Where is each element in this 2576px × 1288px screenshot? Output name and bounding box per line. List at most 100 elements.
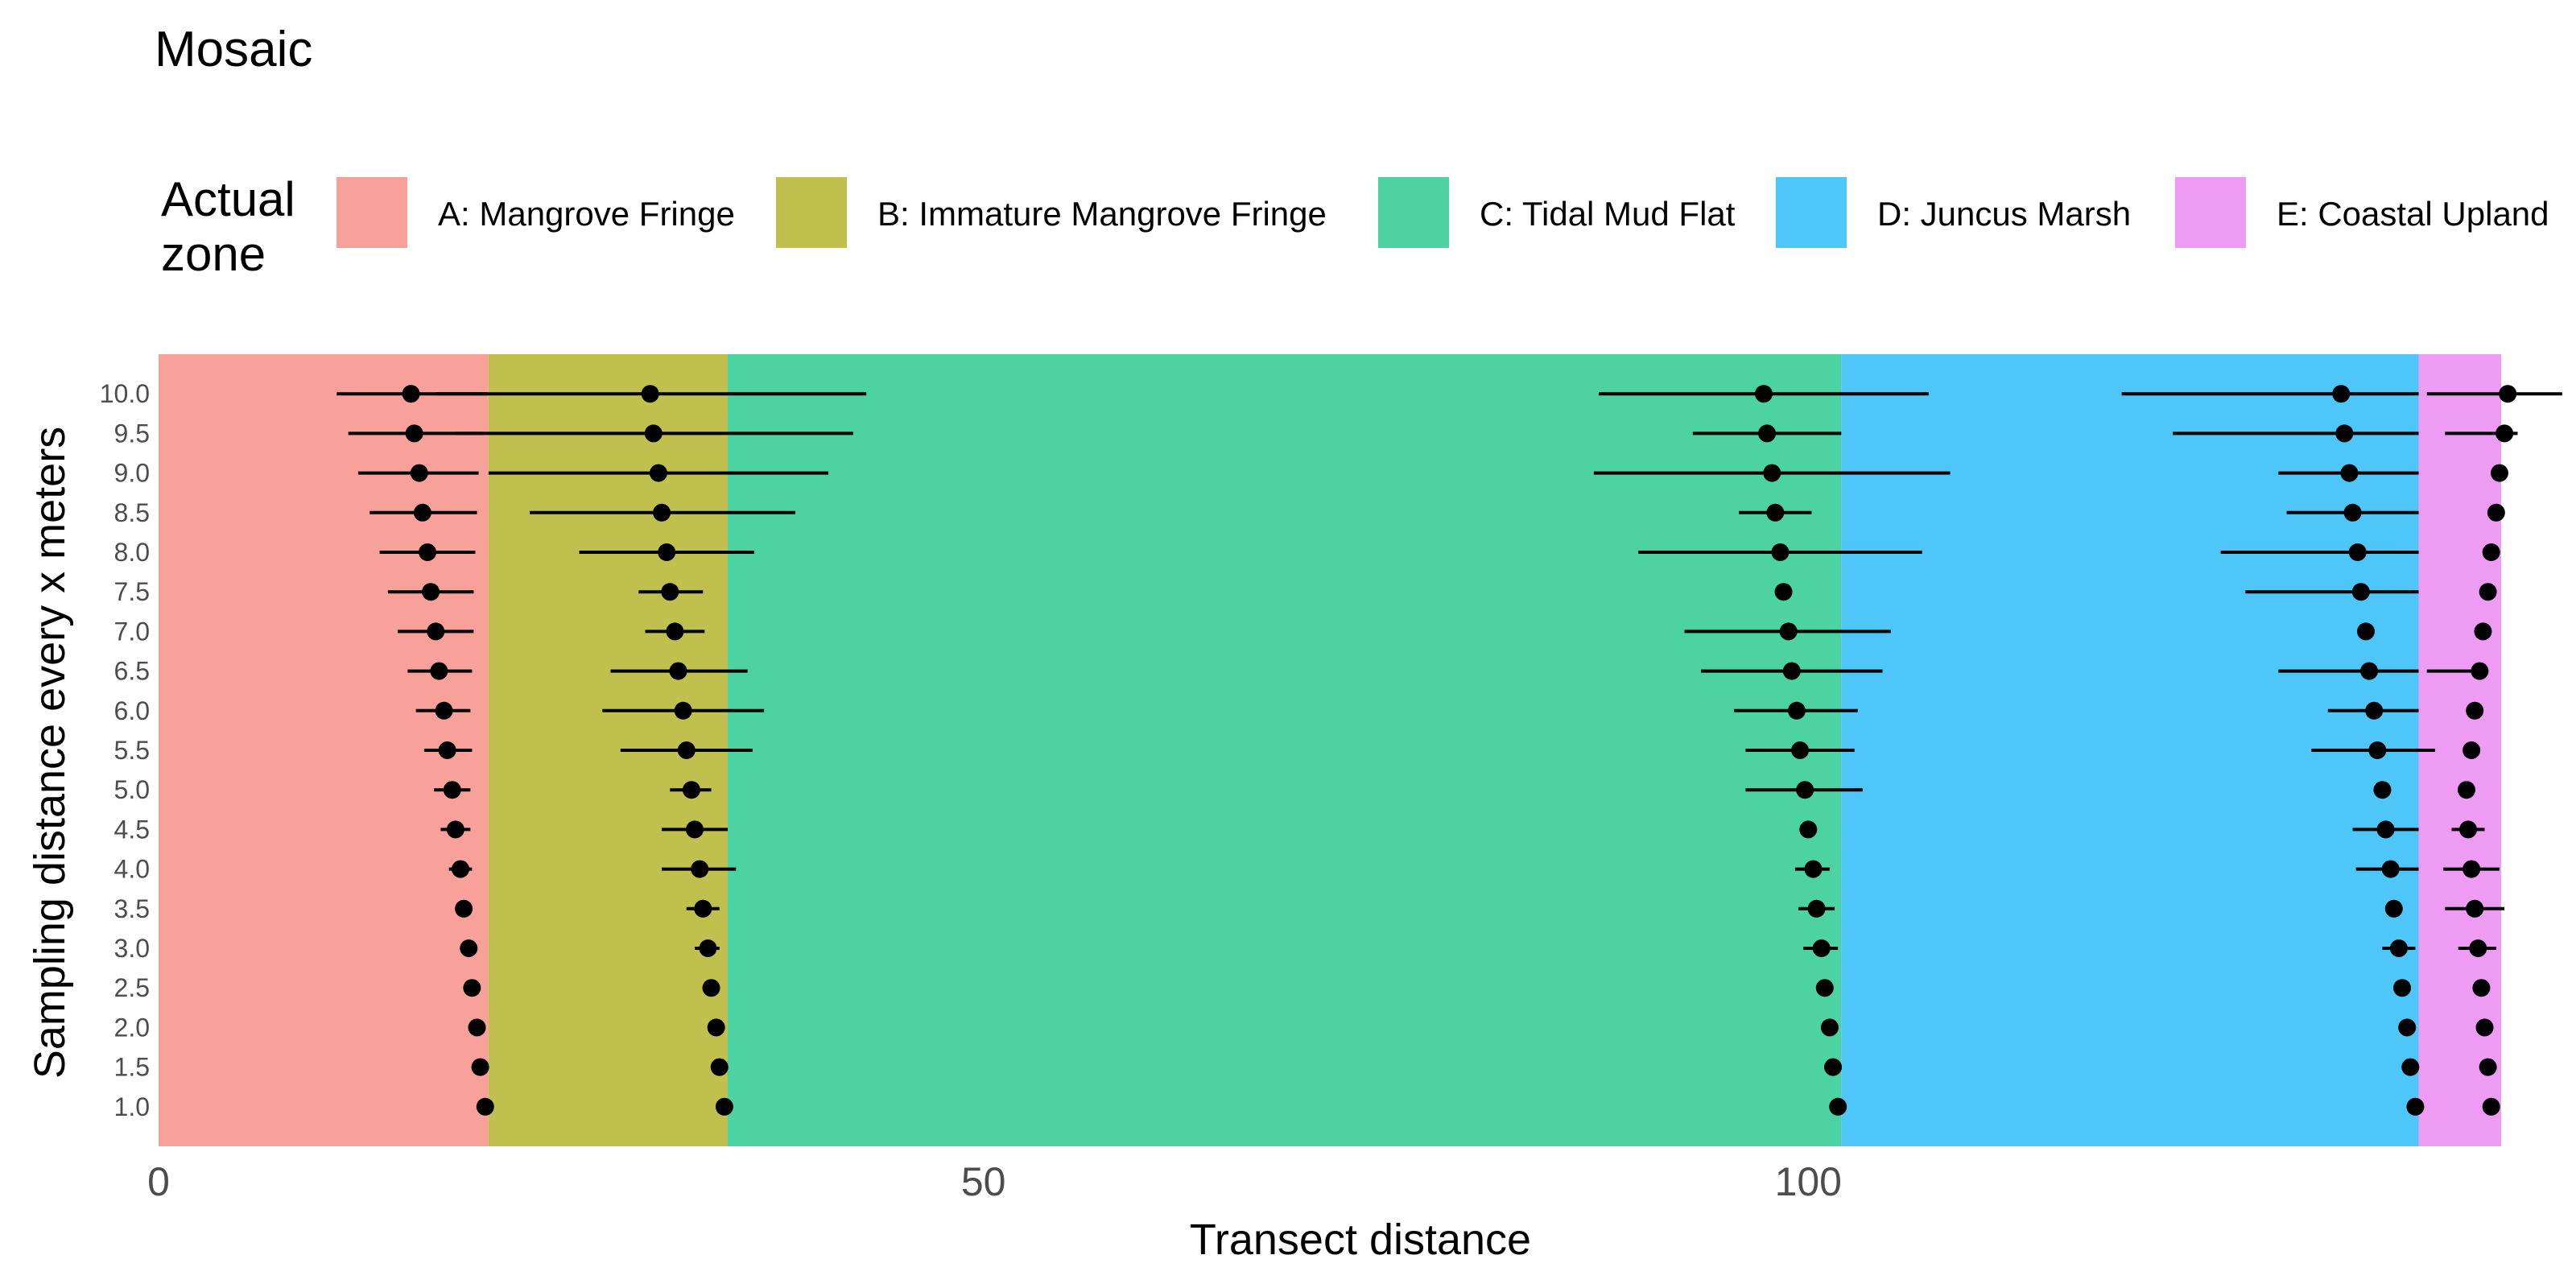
- y-tick-label: 3.5: [114, 894, 150, 923]
- data-point: [2466, 899, 2484, 918]
- legend-key-d: [1776, 177, 1847, 248]
- data-point: [658, 543, 676, 561]
- data-point: [476, 1097, 494, 1116]
- data-point: [1820, 1018, 1839, 1037]
- data-point: [2368, 741, 2387, 759]
- data-point: [644, 424, 663, 443]
- data-point: [2343, 503, 2362, 522]
- x-tick-label: 50: [961, 1159, 1006, 1204]
- data-point: [2462, 860, 2481, 878]
- data-point: [666, 622, 684, 641]
- data-point: [2462, 741, 2481, 759]
- data-point: [686, 820, 704, 839]
- data-point: [446, 820, 464, 839]
- data-point: [468, 1018, 486, 1037]
- x-tick-label: 0: [147, 1159, 170, 1204]
- y-tick-label: 4.5: [114, 815, 150, 844]
- legend-key-e: [2175, 177, 2246, 248]
- data-point: [702, 979, 720, 997]
- data-point: [2373, 781, 2392, 799]
- data-point: [413, 503, 431, 522]
- y-tick-label: 4.0: [114, 855, 150, 884]
- data-point: [2393, 979, 2412, 997]
- legend-key-c: [1378, 177, 1449, 248]
- data-point: [1763, 464, 1781, 482]
- data-point: [649, 464, 667, 482]
- data-point: [2332, 385, 2351, 403]
- data-point: [653, 503, 671, 522]
- y-axis-label: Sampling distance every x meters: [26, 427, 74, 1079]
- data-point: [2475, 1018, 2494, 1037]
- x-axis-label: Transect distance: [1190, 1216, 1531, 1264]
- y-tick-label: 8.5: [114, 498, 150, 527]
- data-point: [1779, 622, 1798, 641]
- data-point: [1796, 781, 1814, 799]
- legend-label: A: Mangrove Fringe: [438, 195, 735, 233]
- legend-label: E: Coastal Upland: [2277, 195, 2549, 233]
- data-point: [694, 899, 712, 918]
- data-point: [430, 662, 448, 680]
- data-point: [677, 741, 696, 759]
- data-point: [427, 622, 445, 641]
- data-point: [1791, 741, 1810, 759]
- data-point: [2356, 622, 2375, 641]
- legend-title: Actual zone: [161, 172, 295, 281]
- y-tick-label: 5.5: [114, 736, 150, 765]
- data-point: [2499, 385, 2517, 403]
- data-point: [2406, 1097, 2425, 1116]
- x-tick-label: 100: [1775, 1159, 1842, 1204]
- y-tick-label: 9.0: [114, 459, 150, 488]
- y-tick-label: 5.0: [114, 775, 150, 804]
- zone-band-c: [728, 354, 1842, 1146]
- data-point: [460, 939, 478, 957]
- data-point: [2376, 820, 2395, 839]
- legend-label: C: Tidal Mud Flat: [1480, 195, 1736, 233]
- data-point: [2381, 860, 2400, 878]
- data-point: [2340, 464, 2359, 482]
- data-point: [641, 385, 659, 403]
- data-point: [2479, 1058, 2497, 1076]
- x-axis-ticks: 0 50 100: [147, 1159, 1842, 1204]
- legend-key-a: [336, 177, 407, 248]
- data-point: [2490, 464, 2508, 482]
- data-point: [2365, 701, 2384, 720]
- y-axis-ticks: 1.0 1.5 2.0 2.5 3.0 3.5 4.0 4.5 5.0 5.5 6.0 6.5 7.0 7…: [100, 379, 150, 1121]
- data-point: [710, 1058, 729, 1076]
- data-point: [2457, 781, 2475, 799]
- legend-label: D: Juncus Marsh: [1877, 195, 2131, 233]
- y-tick-label: 8.0: [114, 538, 150, 567]
- y-tick-label: 9.5: [114, 419, 150, 448]
- data-point: [419, 543, 437, 561]
- data-point: [452, 860, 470, 878]
- data-point: [1807, 899, 1826, 918]
- data-point: [471, 1058, 489, 1076]
- data-point: [1804, 860, 1823, 878]
- data-point: [422, 583, 440, 601]
- y-tick-label: 6.0: [114, 696, 150, 725]
- data-point: [2459, 820, 2478, 839]
- data-point: [2482, 543, 2500, 561]
- data-point: [1812, 939, 1831, 957]
- data-point: [2471, 662, 2489, 680]
- data-point: [1766, 503, 1785, 522]
- data-point: [405, 424, 423, 443]
- data-point: [2401, 1058, 2420, 1076]
- data-point: [2351, 583, 2370, 601]
- data-point: [661, 583, 679, 601]
- data-point: [715, 1097, 733, 1116]
- legend: Actual zone A: Mangrove Fringe B: Immature…: [161, 172, 2549, 281]
- legend-key-b: [776, 177, 847, 248]
- data-point: [2482, 1097, 2500, 1116]
- data-point: [2472, 979, 2491, 997]
- data-point: [2474, 622, 2492, 641]
- data-point: [2469, 939, 2487, 957]
- data-point: [707, 1018, 725, 1037]
- data-point: [1829, 1097, 1847, 1116]
- data-point: [2466, 701, 2484, 720]
- y-tick-label: 10.0: [100, 379, 150, 408]
- y-tick-label: 3.0: [114, 934, 150, 963]
- data-points: [402, 385, 2517, 1116]
- data-point: [2335, 424, 2354, 443]
- data-point: [1754, 385, 1773, 403]
